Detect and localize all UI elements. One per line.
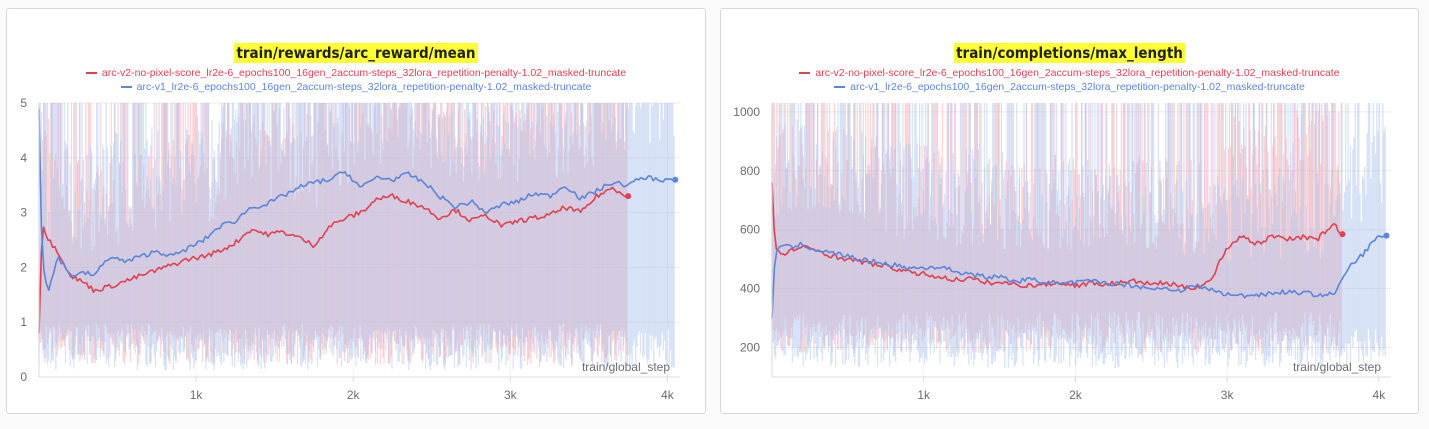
- series-line-blue: [771, 234, 1387, 319]
- legend-label: arc-v2-no-pixel-score_lr2e-6_epochs100_1…: [101, 67, 627, 79]
- y-tick-label: 0: [20, 370, 27, 384]
- legend-swatch-red: [799, 72, 811, 75]
- legend-label: arc-v1_lr2e-6_epochs100_16gen_2accum-ste…: [850, 81, 1305, 93]
- y-tick-label: 1000: [733, 105, 760, 119]
- chart-panel-arc-reward: train/rewards/arc_reward/mean arc-v2-no-…: [6, 8, 706, 414]
- x-tick-label: 4k: [661, 388, 675, 402]
- series-end-marker-red: [1339, 231, 1346, 238]
- raw-band-red: [771, 103, 1342, 354]
- chart-title: train/rewards/arc_reward/mean: [234, 43, 478, 63]
- x-tick-label: 3k: [504, 388, 518, 402]
- x-tick-label: 2k: [1069, 388, 1083, 402]
- x-tick-label: 2k: [347, 388, 361, 402]
- legend-label: arc-v1_lr2e-6_epochs100_16gen_2accum-ste…: [136, 81, 592, 93]
- raw-band-blue: [38, 103, 675, 371]
- x-tick-label: 4k: [1373, 388, 1387, 402]
- y-tick-label: 400: [740, 282, 760, 296]
- plot-area[interactable]: 0 1 2 3 4 5 1k 2k 3k 4k train/global_step: [7, 9, 707, 415]
- legend-swatch-blue: [834, 86, 846, 89]
- legend-item-red[interactable]: arc-v2-no-pixel-score_lr2e-6_epochs100_1…: [7, 66, 705, 80]
- series-line-blue: [38, 108, 676, 292]
- legend-item-blue[interactable]: arc-v1_lr2e-6_epochs100_16gen_2accum-ste…: [721, 80, 1418, 94]
- x-tick-label: 3k: [1221, 388, 1235, 402]
- chart-panel-max-length: train/completions/max_length arc-v2-no-p…: [720, 8, 1419, 414]
- x-axis-title: train/global_step: [1293, 360, 1381, 374]
- series-line-red: [38, 186, 629, 334]
- x-axis-title: train/global_step: [582, 360, 670, 374]
- legend-swatch-red: [85, 72, 97, 75]
- x-tick-label: 1k: [190, 388, 204, 402]
- y-tick-label: 600: [740, 223, 760, 237]
- chart-legend: arc-v2-no-pixel-score_lr2e-6_epochs100_1…: [7, 66, 705, 94]
- series-end-marker-red: [625, 193, 632, 200]
- y-tick-label: 4: [20, 151, 27, 165]
- y-tick-label: 5: [20, 96, 27, 110]
- raw-band-blue: [771, 103, 1386, 369]
- y-tick-label: 800: [740, 164, 760, 178]
- y-tick-label: 2: [20, 260, 27, 274]
- legend-label: arc-v2-no-pixel-score_lr2e-6_epochs100_1…: [815, 67, 1340, 79]
- y-tick-label: 200: [740, 341, 760, 355]
- legend-swatch-blue: [120, 86, 132, 89]
- legend-item-red[interactable]: arc-v2-no-pixel-score_lr2e-6_epochs100_1…: [721, 66, 1418, 80]
- series-end-marker-blue: [672, 176, 679, 183]
- chart-legend: arc-v2-no-pixel-score_lr2e-6_epochs100_1…: [721, 66, 1418, 94]
- raw-band-red: [38, 103, 628, 365]
- chart-title: train/completions/max_length: [954, 43, 1185, 63]
- y-tick-label: 1: [20, 315, 27, 329]
- series-end-marker-blue: [1383, 232, 1390, 239]
- x-tick-label: 1k: [917, 388, 931, 402]
- legend-item-blue[interactable]: arc-v1_lr2e-6_epochs100_16gen_2accum-ste…: [7, 80, 705, 94]
- y-tick-label: 3: [20, 206, 27, 220]
- plot-area[interactable]: 200 400 600 800 1000 1k 2k 3k 4k train/global_ste…: [721, 9, 1420, 415]
